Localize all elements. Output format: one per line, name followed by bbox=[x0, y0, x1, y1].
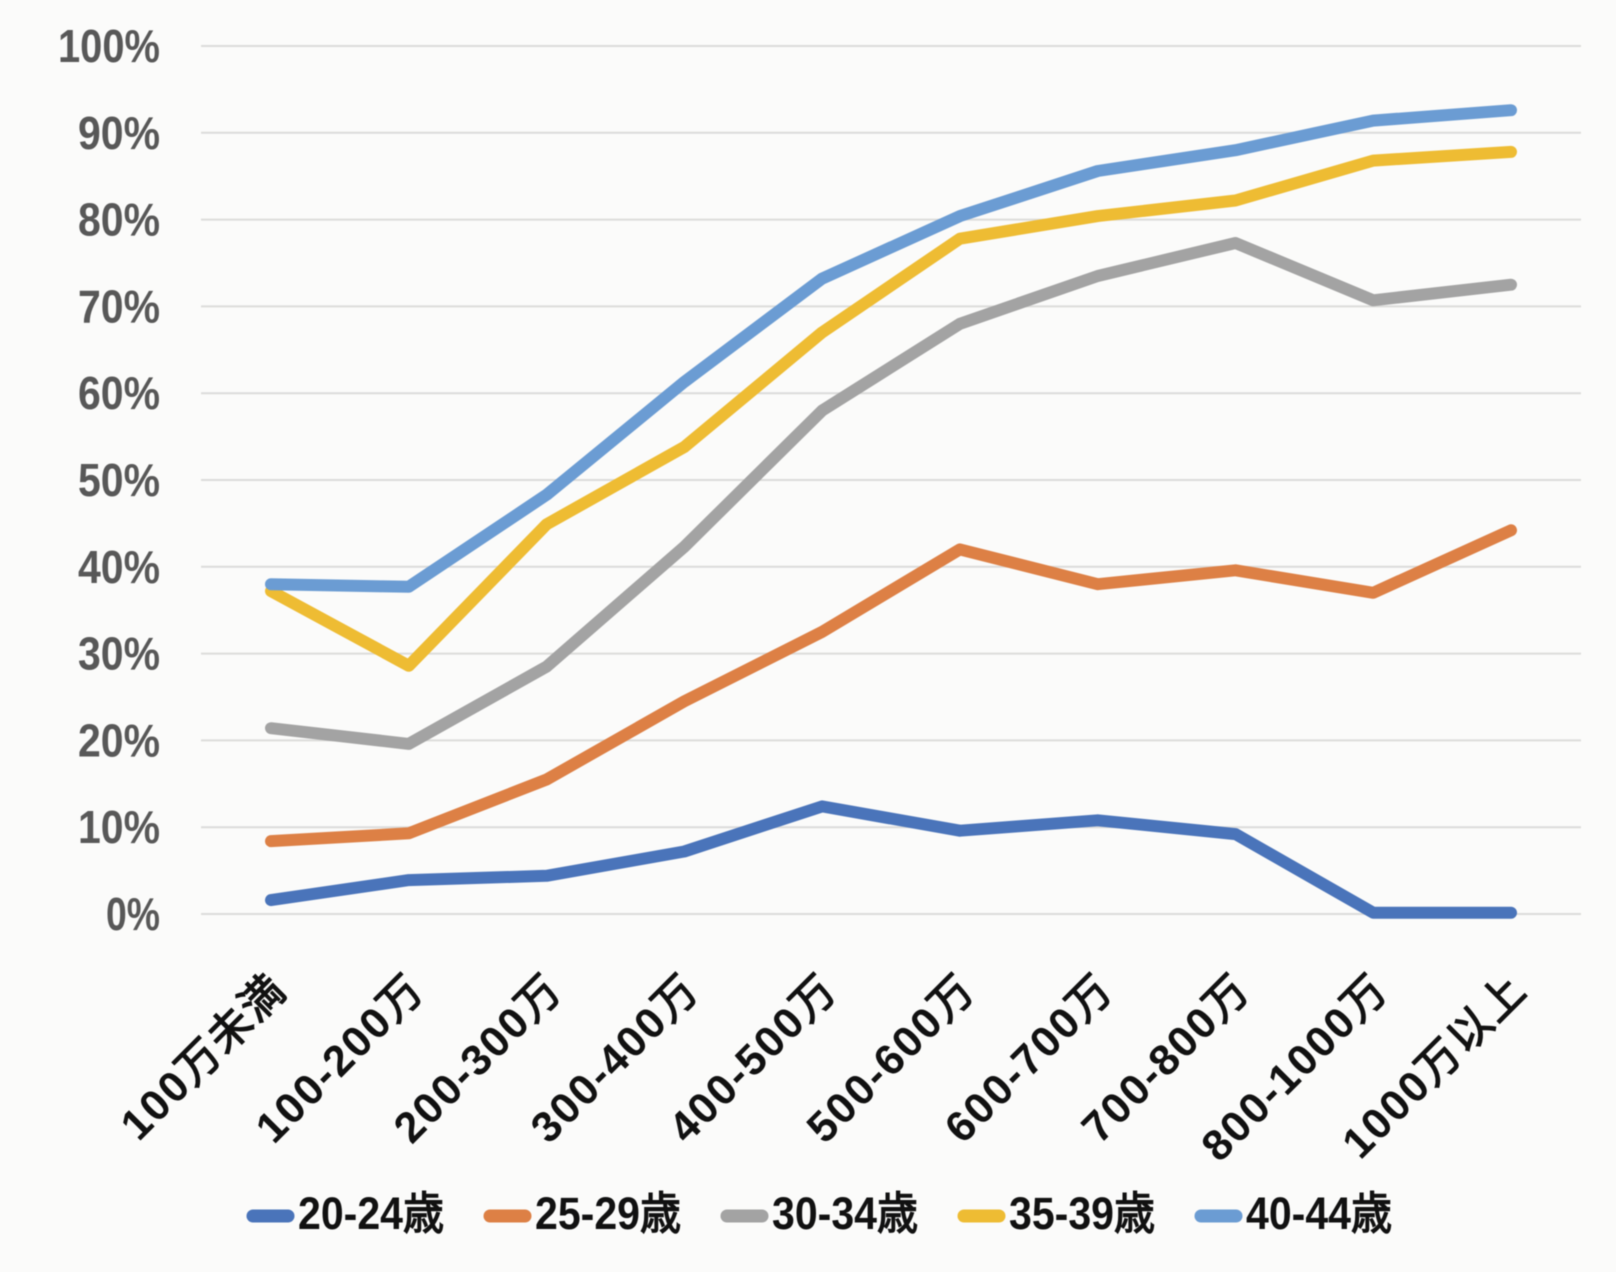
svg-text:50%: 50% bbox=[78, 454, 160, 506]
svg-text:35-39歳: 35-39歳 bbox=[1009, 1188, 1155, 1239]
svg-text:100%: 100% bbox=[58, 20, 160, 72]
svg-text:90%: 90% bbox=[78, 107, 160, 159]
svg-text:80%: 80% bbox=[78, 194, 160, 246]
svg-text:30%: 30% bbox=[78, 628, 160, 680]
svg-text:70%: 70% bbox=[78, 280, 160, 332]
svg-text:0%: 0% bbox=[106, 888, 160, 940]
svg-text:20-24歳: 20-24歳 bbox=[298, 1188, 444, 1239]
svg-text:10%: 10% bbox=[78, 801, 160, 853]
svg-text:60%: 60% bbox=[78, 367, 160, 419]
svg-text:25-29歳: 25-29歳 bbox=[535, 1188, 681, 1239]
svg-text:40%: 40% bbox=[78, 541, 160, 593]
svg-text:30-34歳: 30-34歳 bbox=[772, 1188, 918, 1239]
svg-text:20%: 20% bbox=[78, 714, 160, 766]
svg-text:40-44歳: 40-44歳 bbox=[1246, 1188, 1392, 1239]
